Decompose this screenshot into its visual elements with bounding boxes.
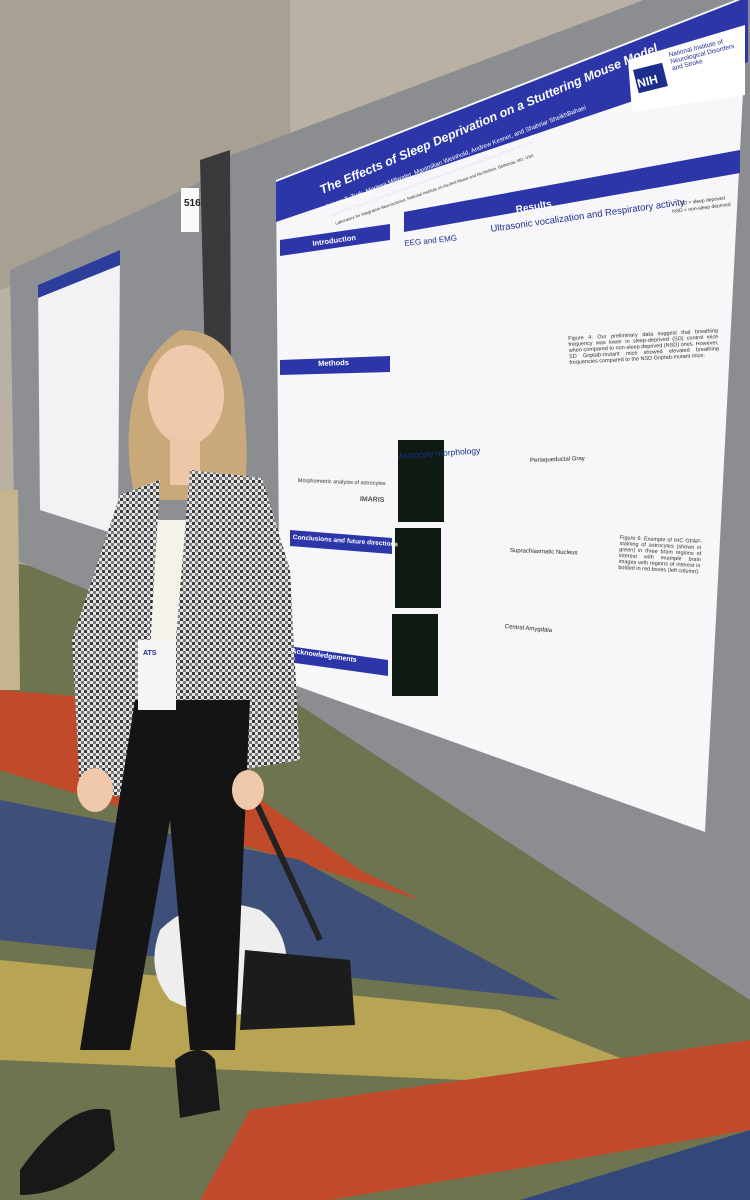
- handbag: [240, 950, 355, 1030]
- shoe: [20, 1108, 115, 1195]
- astrocyte-image: [395, 528, 441, 608]
- astrocyte-image: [398, 440, 444, 522]
- badge: [138, 640, 176, 710]
- carpet-band: [520, 1130, 750, 1200]
- badge-text: ATS: [143, 650, 157, 657]
- face: [148, 345, 224, 445]
- stand: [0, 490, 20, 690]
- carpet-band: [200, 1040, 750, 1200]
- poster-title-band: [276, 0, 748, 222]
- stand-leg: [252, 798, 323, 942]
- board-number: 516: [184, 198, 201, 209]
- conclusions-band: [290, 530, 392, 554]
- astrocyte-image: [392, 614, 438, 696]
- methods-band: [280, 356, 390, 375]
- board-tag: [181, 188, 199, 232]
- shoe: [175, 1050, 220, 1118]
- pants: [80, 700, 250, 1050]
- wall-upper: [0, 0, 290, 290]
- poster-left-band: [38, 250, 120, 298]
- logo-box: [628, 25, 745, 112]
- hand: [232, 770, 264, 810]
- hand: [77, 768, 113, 812]
- figure-caption: Figure 6: Example of IHC GFAP-staining o…: [618, 535, 702, 576]
- ack-band: [288, 646, 388, 676]
- results-band: [404, 150, 740, 232]
- software-label: IMARIS: [359, 496, 385, 504]
- logo-mark: [633, 62, 668, 94]
- poster-left: [38, 250, 120, 535]
- intro-band: [280, 224, 390, 256]
- section-header: Methods: [317, 357, 350, 368]
